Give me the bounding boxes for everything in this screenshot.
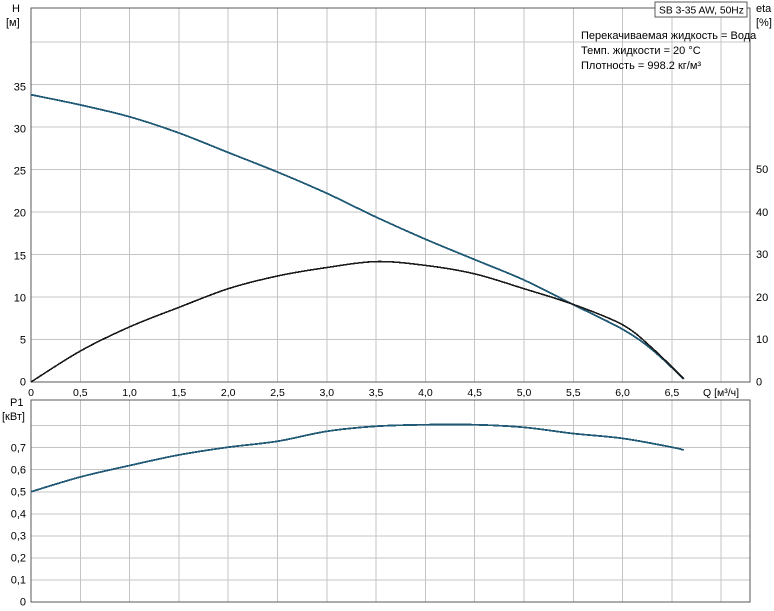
svg-text:5: 5 — [20, 335, 26, 347]
svg-text:0,2: 0,2 — [11, 553, 26, 565]
svg-text:6,0: 6,0 — [615, 387, 630, 399]
svg-text:eta: eta — [756, 3, 772, 15]
svg-text:0: 0 — [28, 387, 34, 399]
svg-text:4,5: 4,5 — [467, 387, 482, 399]
svg-text:50: 50 — [756, 164, 768, 176]
svg-text:35: 35 — [14, 82, 26, 94]
svg-text:3,0: 3,0 — [319, 387, 334, 399]
svg-text:20: 20 — [14, 208, 26, 220]
svg-text:1,0: 1,0 — [122, 387, 137, 399]
svg-text:[%]: [%] — [756, 17, 772, 29]
svg-text:0: 0 — [20, 377, 26, 389]
svg-text:30: 30 — [756, 249, 768, 261]
svg-text:P1: P1 — [10, 397, 23, 409]
svg-text:Перекачиваемая жидкость = Вода: Перекачиваемая жидкость = Вода — [581, 30, 757, 42]
svg-text:40: 40 — [756, 207, 768, 219]
svg-text:2,5: 2,5 — [270, 387, 285, 399]
svg-text:0,5: 0,5 — [11, 487, 26, 499]
svg-text:3,5: 3,5 — [369, 387, 384, 399]
svg-text:30: 30 — [14, 124, 26, 136]
svg-text:5,0: 5,0 — [517, 387, 532, 399]
svg-text:1,5: 1,5 — [172, 387, 187, 399]
svg-text:Плотность = 998.2 кг/м³: Плотность = 998.2 кг/м³ — [581, 60, 701, 72]
svg-text:0: 0 — [20, 597, 26, 609]
svg-text:15: 15 — [14, 251, 26, 263]
svg-text:10: 10 — [14, 293, 26, 305]
svg-text:4,0: 4,0 — [418, 387, 433, 399]
svg-text:0,1: 0,1 — [11, 575, 26, 587]
svg-text:H: H — [12, 3, 20, 15]
svg-text:0,4: 0,4 — [11, 509, 26, 521]
svg-text:0: 0 — [756, 377, 762, 389]
svg-text:0,7: 0,7 — [11, 443, 26, 455]
svg-text:20: 20 — [756, 292, 768, 304]
svg-text:[кВт]: [кВт] — [2, 411, 25, 423]
svg-text:5,5: 5,5 — [566, 387, 581, 399]
svg-text:10: 10 — [756, 334, 768, 346]
svg-text:SB 3-35 AW, 50Hz: SB 3-35 AW, 50Hz — [659, 5, 744, 16]
svg-text:0,5: 0,5 — [73, 387, 88, 399]
svg-text:0,3: 0,3 — [11, 531, 26, 543]
svg-text:6,5: 6,5 — [665, 387, 680, 399]
svg-text:25: 25 — [14, 166, 26, 178]
svg-text:2,0: 2,0 — [221, 387, 236, 399]
svg-text:0,6: 0,6 — [11, 465, 26, 477]
svg-text:Q [м³/ч]: Q [м³/ч] — [703, 387, 739, 399]
svg-text:[м]: [м] — [6, 17, 20, 29]
svg-text:Темп. жидкости = 20 °C: Темп. жидкости = 20 °C — [581, 45, 701, 57]
